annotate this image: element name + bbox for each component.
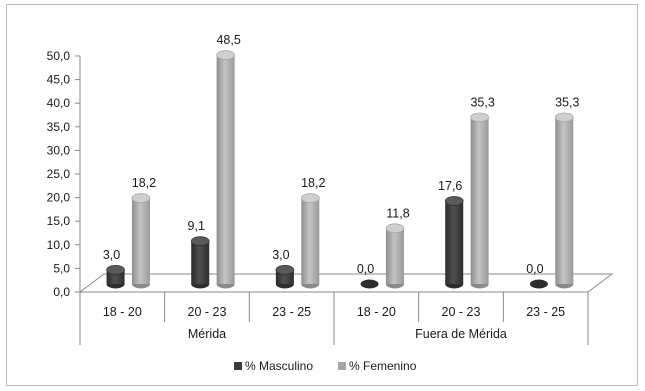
y-tick-label: 50,0: [47, 49, 71, 63]
bar-masculino-top: [106, 265, 125, 275]
bar-femenino-body: [301, 198, 320, 284]
bar-masculino-top: [444, 196, 464, 206]
y-tick-label: 35,0: [47, 120, 71, 134]
data-label-masculino: 0,0: [357, 262, 374, 276]
bar-masculino: [275, 265, 295, 289]
legend-label: % Femenino: [349, 359, 417, 373]
bar-femenino-top: [385, 223, 405, 234]
bar-masculino: [106, 265, 125, 289]
bar-femenino-body: [216, 55, 235, 284]
y-tick-label: 30,0: [47, 143, 71, 157]
group-label: Fuera de Mérida: [415, 327, 507, 341]
bar-femenino-top: [554, 112, 574, 123]
data-label-femenino: 11,8: [386, 206, 409, 220]
category-label: 20 - 23: [188, 305, 227, 319]
y-tick-label: 40,0: [47, 96, 71, 110]
category-label: 20 - 23: [442, 305, 481, 319]
bar-masculino: [190, 236, 210, 289]
bar-femenino: [216, 50, 235, 289]
bar-masculino-top: [190, 236, 210, 246]
legend-label: % Masculino: [245, 359, 313, 373]
data-label-femenino: 18,2: [132, 176, 156, 190]
data-label-femenino: 18,2: [301, 176, 325, 190]
bar-femenino: [131, 193, 151, 289]
bar-masculino-body: [191, 241, 210, 284]
bar-femenino-top: [300, 193, 320, 203]
bar-femenino-body: [385, 228, 404, 284]
bar-masculino-flat: [360, 279, 379, 289]
bar-femenino-top: [131, 193, 151, 203]
bar-masculino-top: [275, 265, 295, 275]
y-tick-label: 45,0: [47, 73, 71, 87]
data-label-femenino: 35,3: [470, 95, 494, 109]
data-label-masculino: 3,0: [272, 248, 289, 262]
category-label: 18 - 20: [357, 305, 396, 319]
y-tick-label: 25,0: [47, 167, 71, 181]
legend-swatch: [338, 362, 346, 370]
bar-femenino: [470, 112, 489, 289]
category-label: 23 - 25: [526, 305, 565, 319]
data-label-masculino: 17,6: [438, 179, 462, 193]
bar-masculino: [529, 279, 548, 289]
legend: % Masculino % Femenino: [234, 359, 417, 373]
bar-masculino: [444, 196, 464, 289]
category-label: 18 - 20: [103, 305, 142, 319]
bar-femenino: [385, 223, 405, 289]
bars-layer: [106, 50, 574, 289]
data-label-femenino: 35,3: [555, 95, 579, 109]
bar-masculino: [360, 279, 379, 289]
category-axis: 18 - 20 20 - 23 23 - 25 18 - 20 20 - 23 23 - …: [79, 292, 589, 345]
bar-femenino-body: [470, 117, 489, 284]
data-label-masculino: 3,0: [103, 248, 120, 262]
bar-masculino-body: [445, 200, 464, 284]
y-tick-label: 10,0: [47, 238, 71, 252]
y-tick-label: 15,0: [47, 214, 71, 228]
bar-femenino-body: [555, 117, 574, 284]
bar-masculino-flat: [529, 279, 548, 289]
bar-femenino-top: [216, 50, 235, 60]
data-label-masculino: 0,0: [526, 262, 543, 276]
axes-layer: 0,0 5,0 10,0 15,0 20,0 25,0 30,0 35,0 40,0 45,0 50…: [47, 49, 81, 299]
bar-femenino-body: [131, 198, 150, 284]
category-label: 23 - 25: [272, 305, 311, 319]
bar-femenino: [300, 193, 320, 289]
legend-swatch: [234, 362, 242, 370]
data-label-femenino: 48,5: [216, 33, 240, 47]
bar-femenino: [554, 112, 574, 289]
bar-femenino-top: [470, 112, 489, 123]
data-labels-layer: 3,0 18,2 9,1 48,5 3,0 18,2 0,0 11,8 17,6 35,3 0,0 3…: [103, 33, 580, 276]
chart-frame: [6, 4, 638, 386]
y-tick-label: 0,0: [53, 285, 70, 299]
group-label: Mérida: [188, 327, 226, 341]
y-tick-label: 5,0: [53, 261, 70, 275]
data-label-masculino: 9,1: [188, 219, 205, 233]
y-tick-label: 20,0: [47, 191, 71, 205]
